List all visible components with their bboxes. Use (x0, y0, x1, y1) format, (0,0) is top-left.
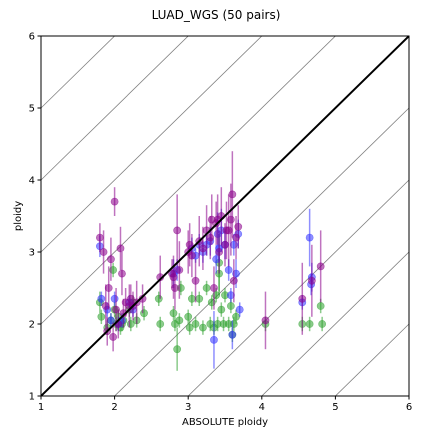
reference-line-offset-4 (41, 36, 116, 109)
data-point-purple-39 (221, 240, 229, 249)
y-tick-label-4: 5 (29, 104, 35, 115)
data-point-green-28 (199, 323, 207, 332)
x-tick-label-4: 5 (332, 402, 338, 413)
data-point-purple-49 (307, 276, 316, 285)
data-point-green-25 (187, 294, 196, 303)
data-point-blue-4 (110, 294, 119, 303)
x-axis-label: ABSOLUTE ploidy (182, 417, 268, 428)
data-point-purple-21 (169, 273, 178, 282)
data-point-purple-24 (175, 266, 184, 274)
y-tick-label-2: 3 (29, 248, 35, 259)
reference-line-offset--2 (187, 179, 409, 396)
data-point-green-18 (169, 309, 178, 318)
data-point-purple-23 (173, 226, 182, 235)
data-point-green-16 (154, 294, 163, 303)
x-tick-label-2: 3 (185, 402, 191, 413)
data-point-green-26 (191, 320, 200, 328)
data-point-green-29 (202, 284, 211, 292)
data-point-purple-47 (261, 316, 270, 325)
data-point-green-24 (185, 323, 194, 332)
plot-clipped-group (41, 36, 409, 396)
reference-line-offset-1 (41, 36, 336, 325)
data-point-green-17 (156, 320, 165, 328)
data-point-purple-32 (206, 233, 215, 242)
data-point-purple-34 (210, 284, 218, 292)
data-point-blue-29 (235, 305, 244, 314)
data-point-purple-1 (99, 248, 108, 256)
data-point-purple-4 (104, 284, 113, 292)
x-tick-label-5: 6 (406, 402, 412, 413)
x-tick-label-1: 2 (111, 402, 117, 413)
x-tick-label-0: 1 (38, 402, 44, 413)
data-point-purple-6 (109, 333, 118, 341)
data-point-blue-25 (228, 330, 237, 339)
data-point-purple-7 (110, 197, 119, 206)
data-point-purple-30 (199, 244, 207, 253)
plot-frame (40, 35, 410, 397)
data-point-green-15 (140, 309, 148, 318)
data-point-blue-30 (305, 233, 314, 242)
chart-title: LUAD_WGS (50 pairs) (152, 8, 281, 22)
data-point-purple-27 (187, 251, 196, 260)
data-point-green-43 (232, 312, 240, 321)
data-point-purple-22 (171, 284, 179, 292)
data-point-purple-10 (116, 244, 125, 253)
data-point-purple-28 (191, 276, 200, 285)
data-point-blue-1 (97, 294, 106, 303)
y-axis-label: ploidy (13, 201, 24, 231)
data-point-green-1 (97, 312, 106, 321)
data-point-purple-11 (118, 269, 126, 278)
data-point-blue-17 (210, 335, 218, 344)
x-tick-label-3: 4 (259, 402, 265, 413)
data-point-green-27 (195, 294, 204, 303)
data-point-green-23 (184, 312, 193, 321)
data-point-purple-44 (229, 276, 238, 285)
data-point-green-48 (318, 320, 327, 328)
y-tick-label-3: 4 (29, 176, 35, 187)
data-point-purple-43 (228, 190, 237, 199)
reference-line-offset--4 (334, 323, 409, 396)
data-point-green-47 (316, 302, 325, 310)
data-point-purple-50 (316, 262, 325, 271)
identity-line (41, 36, 409, 396)
y-tick-label-1: 2 (29, 320, 35, 331)
data-point-blue-23 (224, 266, 233, 274)
data-point-green-46 (305, 320, 314, 328)
plot-area: 1 2 3 4 5 6 1 2 3 4 5 6 (29, 32, 413, 414)
data-point-purple-48 (298, 294, 307, 303)
reference-line-offset-3 (41, 36, 189, 181)
reference-line-offset-2 (41, 36, 263, 253)
data-point-purple-42 (226, 215, 235, 224)
reference-line-offset--3 (261, 251, 409, 396)
data-point-green-20 (173, 345, 182, 354)
y-tick-label-5: 6 (29, 32, 35, 43)
data-point-purple-37 (215, 248, 224, 256)
data-point-purple-0 (95, 233, 104, 242)
data-point-purple-5 (107, 255, 115, 264)
y-tick-label-0: 1 (29, 392, 35, 403)
data-point-purple-46 (234, 222, 243, 231)
data-point-green-21 (175, 316, 184, 325)
data-point-green-36 (217, 305, 226, 314)
data-point-green-40 (226, 302, 235, 310)
